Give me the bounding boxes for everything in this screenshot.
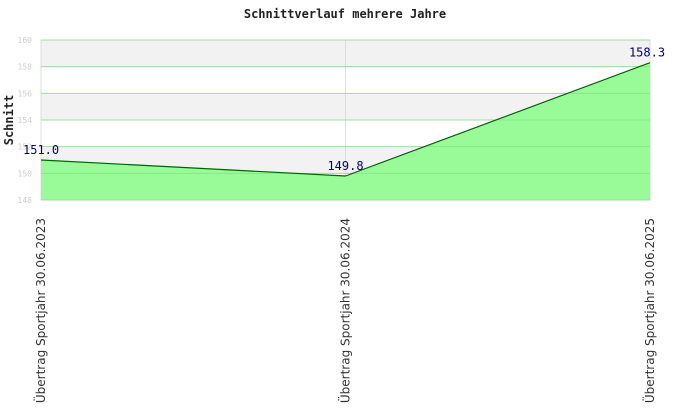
data-label: 158.3 — [629, 46, 665, 60]
y-tick-label: 160 — [18, 36, 33, 45]
series-line-segment — [345, 62, 651, 177]
chart-title: Schnittverlauf mehrere Jahre — [244, 7, 446, 21]
y-tick-label: 150 — [18, 169, 33, 178]
y-tick-label: 148 — [18, 196, 33, 205]
y-tick-label: 152 — [18, 143, 33, 152]
x-tick-label: Übertrag Sportjahr 30.06.2023 — [32, 218, 48, 403]
plot-area: 148 150 152 154 156 158 160 151.0 149.8 158.3 Über… — [18, 36, 666, 403]
x-tick-label: Übertrag Sportjahr 30.06.2024 — [337, 218, 353, 403]
y-tick-label: 156 — [18, 89, 33, 98]
y-tick-label: 154 — [18, 116, 33, 125]
y-tick-label: 158 — [18, 63, 33, 72]
data-label: 149.8 — [327, 159, 363, 173]
series-area — [41, 62, 650, 200]
y-axis-label: Schnitt — [2, 95, 16, 146]
data-label: 151.0 — [23, 143, 59, 157]
x-tick-label: Übertrag Sportjahr 30.06.2025 — [641, 218, 657, 403]
series-line-segment — [40, 159, 346, 177]
